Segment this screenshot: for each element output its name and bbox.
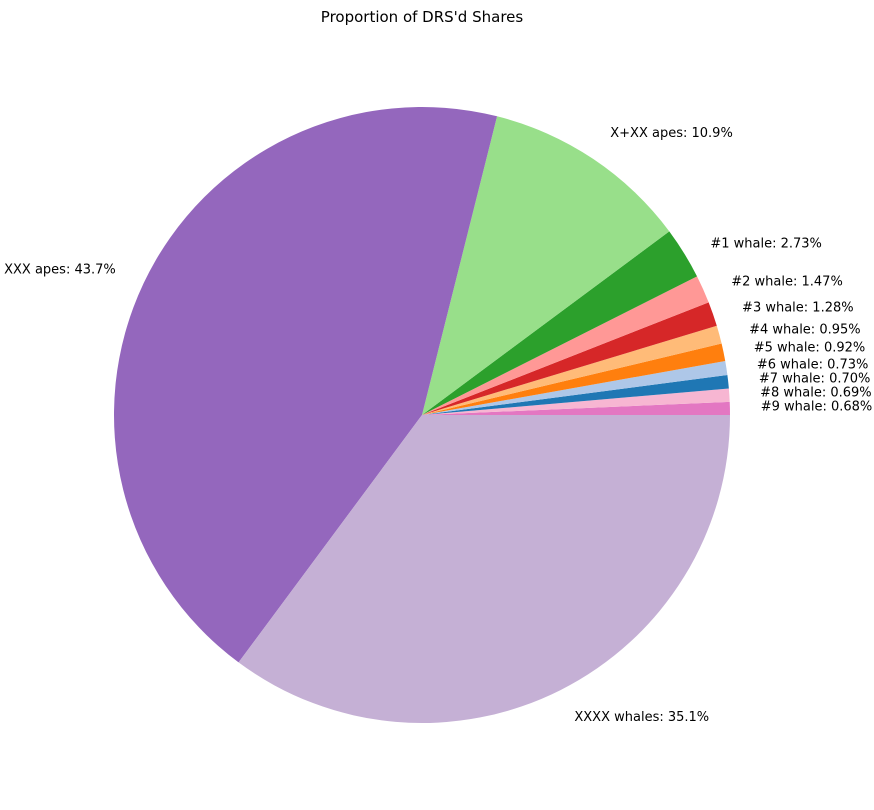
pie-slice-4-whale (422, 325, 722, 415)
pie-slice-6-whale (422, 361, 728, 415)
pie-slices (113, 106, 730, 723)
pie-label-2-whale: #2 whale: 1.47% (731, 275, 843, 290)
pie-slice-xxx-apes (113, 106, 498, 663)
pie-slice-3-whale (422, 302, 717, 415)
pie-labels: #9 whale: 0.68%#8 whale: 0.69%#7 whale: … (4, 126, 872, 725)
pie-slice-9-whale (422, 401, 730, 415)
pie-slice-7-whale (422, 374, 729, 415)
chart-title: Proportion of DRS'd Shares (321, 8, 524, 26)
pie-label-4-whale: #4 whale: 0.95% (749, 323, 861, 338)
pie-label-1-whale: #1 whale: 2.73% (710, 237, 822, 252)
pie-label-8-whale: #8 whale: 0.69% (760, 386, 872, 401)
pie-slice-x-xx-apes (422, 116, 670, 416)
pie-label-5-whale: #5 whale: 0.92% (754, 341, 866, 356)
pie-slice-xxxx-whales (238, 415, 730, 723)
pie-label-6-whale: #6 whale: 0.73% (757, 358, 869, 373)
pie-label-7-whale: #7 whale: 0.70% (759, 372, 871, 387)
pie-label-9-whale: #9 whale: 0.68% (761, 400, 873, 415)
pie-slice-5-whale (422, 343, 726, 415)
pie-label-xxx-apes: XXX apes: 43.7% (4, 263, 116, 278)
pie-slice-8-whale (422, 388, 730, 415)
pie-label-3-whale: #3 whale: 1.28% (742, 301, 854, 316)
pie-label-xxxx-whales: XXXX whales: 35.1% (574, 710, 709, 725)
pie-label-x-xx-apes: X+XX apes: 10.9% (610, 126, 733, 141)
pie-slice-2-whale (422, 276, 709, 415)
pie-slice-1-whale (422, 231, 698, 415)
